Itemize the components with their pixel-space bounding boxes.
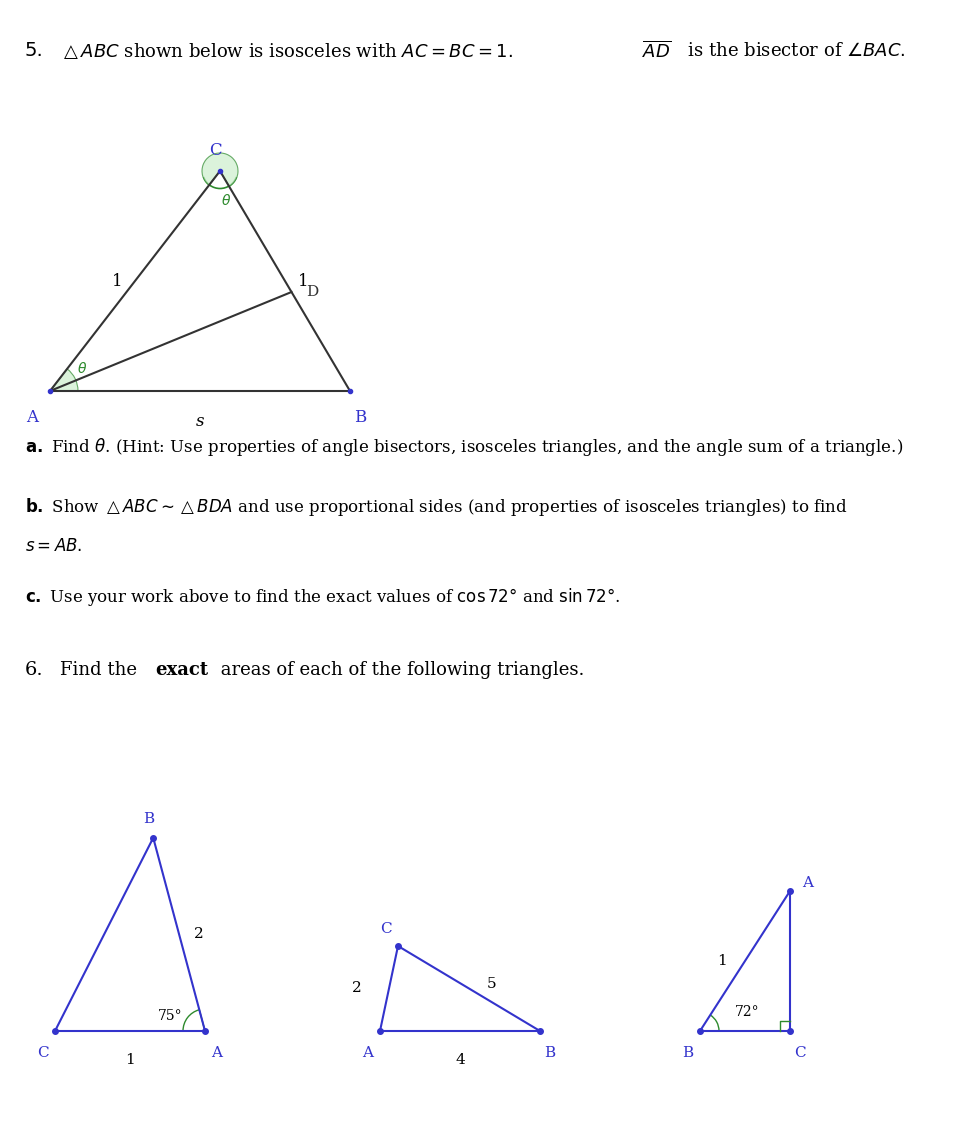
Text: 4: 4 bbox=[455, 1053, 465, 1067]
Text: 5: 5 bbox=[487, 976, 496, 990]
Text: 5.: 5. bbox=[25, 41, 44, 61]
Text: Find the: Find the bbox=[60, 661, 143, 678]
Text: areas of each of the following triangles.: areas of each of the following triangles… bbox=[215, 661, 584, 678]
Text: B: B bbox=[544, 1046, 556, 1060]
Text: 1: 1 bbox=[125, 1053, 135, 1067]
Text: A: A bbox=[212, 1046, 222, 1060]
Text: C: C bbox=[37, 1046, 49, 1060]
Text: 72°: 72° bbox=[735, 1005, 760, 1019]
Text: C: C bbox=[794, 1046, 806, 1060]
Text: $\theta$: $\theta$ bbox=[77, 361, 87, 376]
Text: 1: 1 bbox=[298, 273, 308, 290]
Text: C: C bbox=[209, 142, 221, 159]
Text: D: D bbox=[307, 285, 319, 299]
Text: 1: 1 bbox=[718, 953, 727, 968]
Text: $s = AB.$: $s = AB.$ bbox=[25, 537, 82, 555]
Text: is the bisector of $\angle BAC.$: is the bisector of $\angle BAC.$ bbox=[682, 42, 905, 60]
Text: exact: exact bbox=[155, 661, 208, 678]
Wedge shape bbox=[202, 154, 238, 187]
Text: A: A bbox=[362, 1046, 374, 1060]
Text: A: A bbox=[26, 409, 38, 426]
Wedge shape bbox=[50, 369, 78, 391]
Text: A: A bbox=[802, 876, 813, 890]
Text: B: B bbox=[682, 1046, 694, 1060]
Text: 1: 1 bbox=[112, 273, 123, 290]
Text: s: s bbox=[195, 413, 204, 430]
Text: C: C bbox=[380, 923, 392, 936]
Text: $\mathbf{b.}$ Show $\triangle ABC \sim \triangle BDA$ and use proportional sides: $\mathbf{b.}$ Show $\triangle ABC \sim \… bbox=[25, 496, 848, 518]
Text: B: B bbox=[354, 409, 366, 426]
Text: 2: 2 bbox=[353, 981, 362, 996]
Text: 6.: 6. bbox=[25, 661, 44, 678]
Text: $\mathbf{a.}$ Find $\theta$. (Hint: Use properties of angle bisectors, isosceles: $\mathbf{a.}$ Find $\theta$. (Hint: Use … bbox=[25, 435, 903, 458]
Text: $\mathbf{c.}$ Use your work above to find the exact values of $\cos72°$ and $\si: $\mathbf{c.}$ Use your work above to fin… bbox=[25, 586, 621, 609]
Text: $\triangle ABC$ shown below is isosceles with $AC = BC = 1.$: $\triangle ABC$ shown below is isosceles… bbox=[60, 41, 513, 61]
Text: $\overline{AD}$: $\overline{AD}$ bbox=[642, 40, 672, 62]
Text: 2: 2 bbox=[194, 927, 204, 941]
Text: $\theta$: $\theta$ bbox=[221, 193, 231, 209]
Text: B: B bbox=[143, 811, 154, 826]
Text: 75°: 75° bbox=[158, 1008, 182, 1023]
